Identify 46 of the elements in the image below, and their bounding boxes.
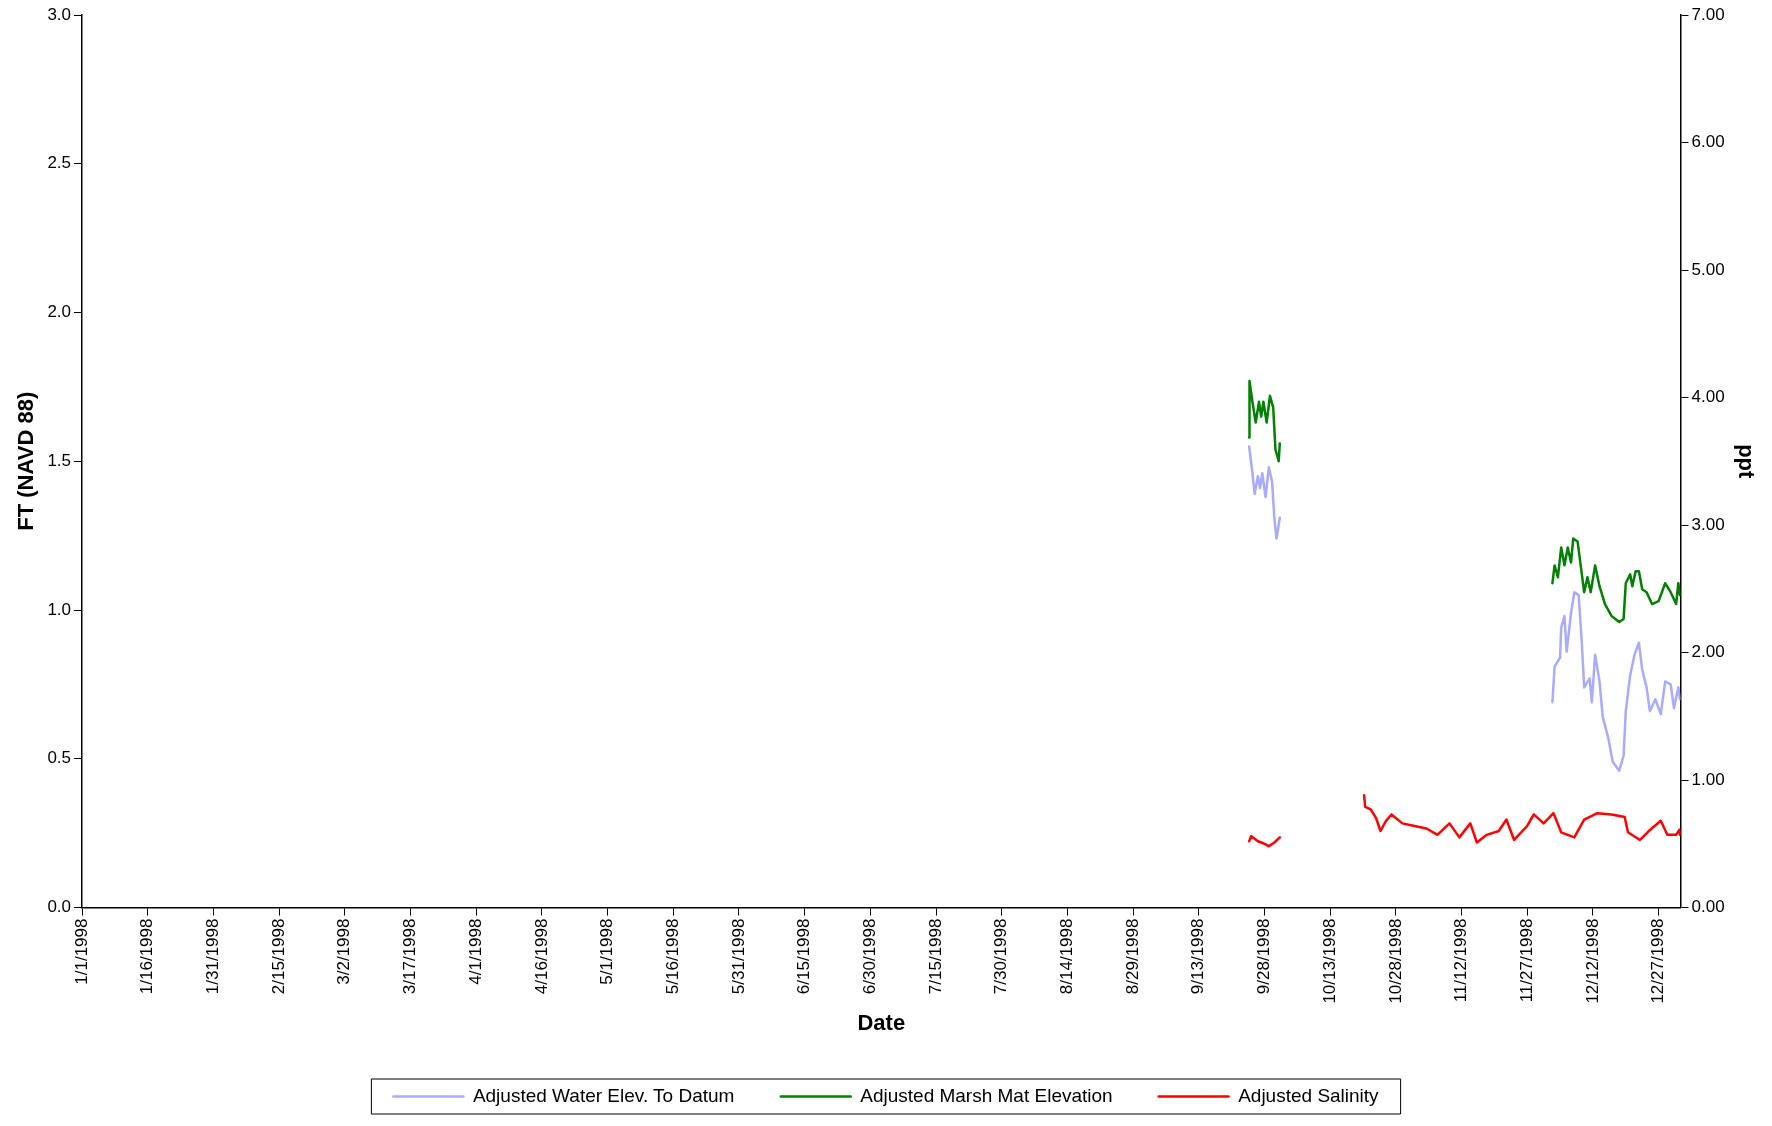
y-tick-label: 3.0 xyxy=(47,4,72,24)
x-tick-label: 6/30/1998 xyxy=(860,918,880,995)
x-tick-label: 12/12/1998 xyxy=(1582,918,1602,1004)
x-tick-label: 5/31/1998 xyxy=(728,918,748,995)
y2-tick-label: 7.00 xyxy=(1691,4,1725,24)
y2-tick-label: 0.00 xyxy=(1691,897,1725,917)
x-tick-label: 9/13/1998 xyxy=(1188,918,1208,995)
x-tick-label: 10/13/1998 xyxy=(1319,918,1339,1004)
x-axis-title: Date xyxy=(857,1009,906,1035)
x-tick-label: 11/12/1998 xyxy=(1451,918,1471,1003)
y2-tick-label: 4.00 xyxy=(1691,387,1725,407)
y-tick-label: 0.0 xyxy=(47,897,72,917)
x-tick-label: 3/17/1998 xyxy=(400,918,420,995)
x-tick-label: 1/1/1998 xyxy=(71,918,91,985)
y-tick-label: 2.0 xyxy=(47,302,72,322)
x-tick-label: 11/27/1998 xyxy=(1516,918,1536,1003)
y2-tick-label: 1.00 xyxy=(1691,769,1725,789)
x-tick-label: 1/16/1998 xyxy=(137,918,157,995)
y-tick-label: 1.5 xyxy=(47,450,72,470)
x-tick-label: 8/14/1998 xyxy=(1057,918,1077,995)
y-tick-label: 1.0 xyxy=(47,599,72,619)
x-tick-label: 10/28/1998 xyxy=(1385,918,1405,1004)
x-tick-label: 2/15/1998 xyxy=(268,918,288,995)
y-tick-label: 0.5 xyxy=(47,748,72,768)
y2-tick-label: 3.00 xyxy=(1691,514,1725,534)
x-tick-label: 4/1/1998 xyxy=(465,918,485,985)
x-tick-label: 9/28/1998 xyxy=(1254,918,1274,995)
x-tick-label: 6/15/1998 xyxy=(794,918,814,995)
y2-tick-label: 2.00 xyxy=(1691,642,1725,662)
x-tick-label: 7/15/1998 xyxy=(925,918,945,995)
x-tick-label: 4/16/1998 xyxy=(531,918,551,995)
x-tick-label: 8/29/1998 xyxy=(1122,918,1142,995)
x-tick-label: 12/27/1998 xyxy=(1648,918,1668,1004)
y2-tick-label: 5.00 xyxy=(1691,259,1725,279)
x-tick-label: 5/1/1998 xyxy=(597,918,617,985)
legend-label: Adjusted Marsh Mat Elevation xyxy=(860,1084,1113,1106)
legend-label: Adjusted Salinity xyxy=(1238,1084,1380,1106)
y-axis-title: FT (NAVD 88) xyxy=(13,391,39,531)
y2-axis-title: ppt xyxy=(1733,444,1759,480)
x-tick-label: 1/31/1998 xyxy=(203,918,223,995)
legend-label: Adjusted Water Elev. To Datum xyxy=(472,1084,735,1106)
x-tick-label: 3/2/1998 xyxy=(334,918,354,985)
x-tick-label: 7/30/1998 xyxy=(991,918,1011,995)
y2-tick-label: 6.00 xyxy=(1691,132,1725,152)
y-tick-label: 2.5 xyxy=(47,153,72,173)
x-tick-label: 5/16/1998 xyxy=(662,918,682,995)
